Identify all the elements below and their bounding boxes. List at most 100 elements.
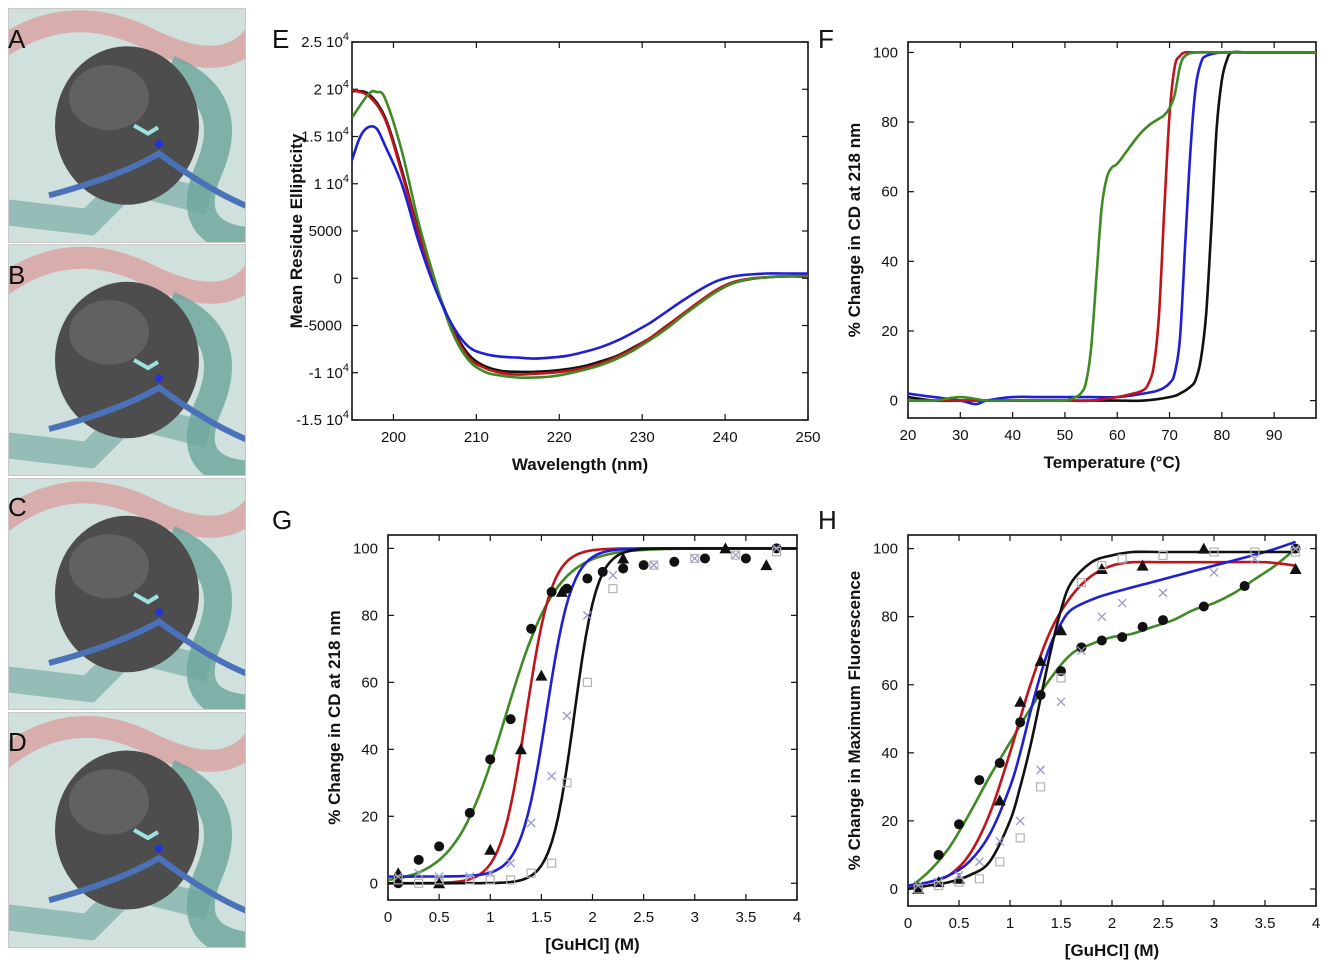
y-tick-label: 40 bbox=[881, 253, 898, 270]
data-point-cross bbox=[506, 858, 516, 868]
data-point-square bbox=[1015, 833, 1025, 843]
data-point-square bbox=[649, 560, 659, 570]
panel-letter-h: H bbox=[818, 505, 837, 535]
data-point-circle bbox=[974, 775, 985, 786]
y-tick-label: -5000 bbox=[304, 318, 342, 335]
y-tick-label: 100 bbox=[873, 541, 898, 558]
data-point-cross bbox=[1056, 697, 1066, 707]
x-tick-label: 3.5 bbox=[1255, 915, 1276, 932]
data-point-triangle bbox=[1014, 695, 1027, 707]
data-point-square bbox=[1035, 782, 1046, 792]
data-point-square bbox=[1056, 673, 1066, 683]
data-point-square bbox=[995, 857, 1005, 867]
y-tick-label: 2.5 104 bbox=[301, 31, 349, 51]
data-point-square bbox=[1209, 547, 1219, 557]
data-point-square bbox=[546, 858, 557, 868]
data-point-circle bbox=[699, 553, 710, 564]
series-line-red bbox=[908, 50, 1316, 403]
y-tick-label: -1.5 104 bbox=[296, 409, 349, 429]
y-tick-label: 0 bbox=[370, 875, 378, 892]
data-point-circle bbox=[434, 841, 445, 852]
surface-highlight bbox=[69, 769, 149, 835]
x-tick-label: 230 bbox=[630, 429, 655, 446]
x-tick-label: 0.5 bbox=[429, 909, 450, 926]
chart-f: 20 30 40 50 60 70 80 90020406080100Temperature … bbox=[845, 41, 1317, 472]
data-point-square bbox=[1250, 547, 1260, 557]
data-point-cross bbox=[1076, 646, 1086, 656]
y-tick-label: 80 bbox=[361, 607, 378, 624]
x-tick-label: 3 bbox=[1210, 915, 1218, 932]
data-point-circle bbox=[1035, 689, 1046, 700]
plot-area bbox=[908, 540, 1302, 894]
data-point-cross bbox=[1209, 567, 1219, 577]
data-point-circle bbox=[464, 807, 475, 818]
data-point-square bbox=[1076, 578, 1087, 588]
x-tick-label: 3.5 bbox=[735, 909, 756, 926]
series-line-green bbox=[352, 89, 808, 379]
x-tick-label: 90 bbox=[1266, 427, 1283, 444]
data-point-circle bbox=[1015, 717, 1026, 728]
loop bbox=[48, 854, 245, 914]
panel-letter-b: B bbox=[8, 260, 26, 290]
data-point-cross bbox=[772, 543, 782, 553]
panel-letter-d: D bbox=[8, 727, 27, 757]
fit-curve-blue bbox=[908, 540, 1297, 887]
y-tick-label: 60 bbox=[881, 677, 898, 694]
structure-panel-a bbox=[8, 8, 246, 243]
x-tick-label: 20 bbox=[900, 427, 917, 444]
x-tick-label: 30 bbox=[952, 427, 969, 444]
plot-area bbox=[908, 50, 1316, 406]
data-point-square bbox=[1097, 561, 1107, 571]
data-point-cross bbox=[1015, 816, 1025, 826]
y-tick-label: 20 bbox=[361, 808, 378, 825]
data-point-square bbox=[731, 550, 741, 560]
data-point-square bbox=[562, 778, 572, 788]
plot-frame bbox=[907, 41, 1317, 419]
y-tick-label: 1 104 bbox=[314, 173, 349, 193]
data-point-square bbox=[414, 878, 424, 888]
data-point-circle bbox=[618, 563, 629, 574]
data-point-circle bbox=[1117, 632, 1128, 643]
data-point-cross bbox=[1158, 588, 1168, 598]
y-axis-label: Mean Residue Ellipticity bbox=[287, 133, 306, 328]
x-axis-label: Wavelength (nm) bbox=[512, 455, 648, 474]
data-point-cross bbox=[547, 771, 557, 781]
x-tick-label: 1.5 bbox=[531, 909, 552, 926]
y-tick-label: 0 bbox=[334, 270, 342, 287]
ligand-atom bbox=[155, 608, 163, 617]
data-point-triangle bbox=[535, 669, 548, 681]
x-tick-label: 250 bbox=[795, 429, 820, 446]
series-line-green bbox=[908, 50, 1316, 403]
data-point-square bbox=[526, 868, 536, 878]
x-axis-label: [GuHCl] (M) bbox=[1065, 941, 1159, 960]
data-point-triangle bbox=[514, 743, 527, 755]
ligand-atom bbox=[155, 844, 163, 853]
x-tick-label: 2.5 bbox=[633, 909, 654, 926]
y-tick-label: 20 bbox=[881, 323, 898, 340]
data-point-triangle bbox=[760, 559, 773, 571]
y-tick-label: 100 bbox=[353, 540, 378, 557]
x-tick-label: 50 bbox=[1057, 427, 1074, 444]
panel-letter-g: G bbox=[272, 505, 293, 535]
series-line-black bbox=[908, 50, 1316, 403]
data-point-square bbox=[485, 875, 495, 885]
x-tick-label: 0.5 bbox=[949, 915, 970, 932]
chart-e: 200 210 220 230 240 250 2.5 104 2 104 1.5 104 1 1… bbox=[287, 31, 821, 474]
y-tick-label: 5000 bbox=[309, 223, 342, 240]
series-line-blue bbox=[352, 124, 808, 360]
data-point-square bbox=[393, 875, 403, 885]
data-point-cross bbox=[1036, 765, 1046, 775]
x-axis-label: Temperature (°C) bbox=[1044, 453, 1181, 472]
data-point-square bbox=[1117, 554, 1127, 564]
ribbon-sheet bbox=[163, 760, 245, 947]
data-point-cross bbox=[690, 553, 700, 563]
ribbon-helix bbox=[9, 481, 245, 538]
data-point-cross bbox=[465, 872, 475, 882]
data-point-triangle bbox=[484, 843, 497, 855]
x-tick-label: 2 bbox=[588, 909, 596, 926]
y-tick-label: 80 bbox=[881, 609, 898, 626]
data-point-circle bbox=[994, 758, 1005, 769]
data-point-square bbox=[913, 884, 923, 894]
y-axis-label: % Change in Maximum Fluorescence bbox=[845, 571, 864, 870]
